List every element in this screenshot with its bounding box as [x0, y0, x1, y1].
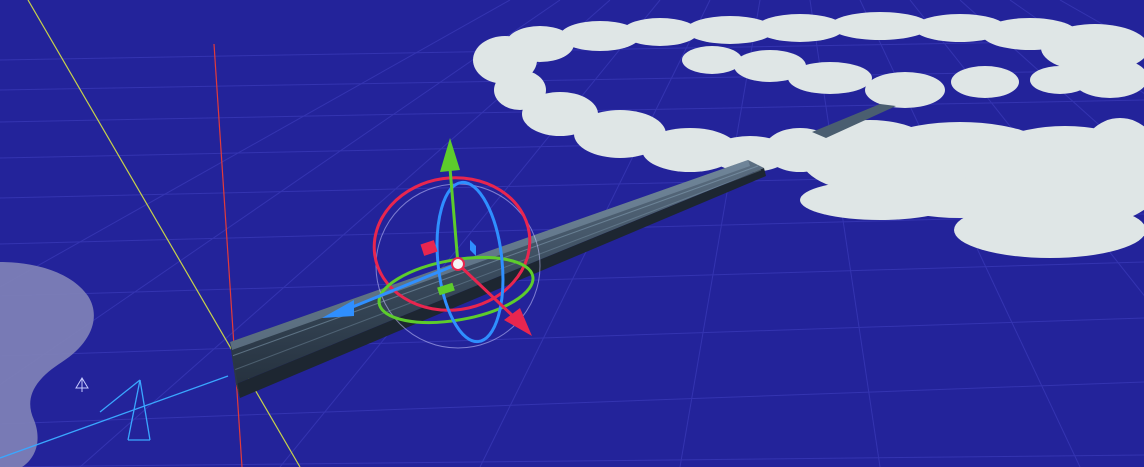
gizmo-x-axis[interactable]: [456, 262, 517, 320]
gizmo-plane-xz-handle[interactable]: [437, 282, 455, 296]
gizmo-x-arrow-icon[interactable]: [504, 308, 532, 336]
gizmo-z-axis[interactable]: [349, 262, 459, 310]
camera-icon[interactable]: [0, 375, 229, 459]
cloud-bank[interactable]: [473, 12, 1144, 258]
gizmo-rotate-y-ring[interactable]: [374, 247, 538, 333]
world-x-axis-line: [213, 43, 243, 467]
gizmo-pivot-handle[interactable]: [451, 257, 465, 271]
gizmo-y-arrow-icon[interactable]: [440, 138, 460, 172]
gizmo-rotate-z-ring[interactable]: [430, 179, 510, 345]
rail-track-far[interactable]: [812, 104, 896, 138]
gizmo-z-arrow-icon[interactable]: [322, 300, 354, 318]
gizmo-plane-xy-handle[interactable]: [420, 240, 438, 256]
gizmo-y-axis[interactable]: [448, 167, 460, 265]
transform-gizmo[interactable]: [322, 138, 541, 349]
gizmo-rotate-x-ring[interactable]: [366, 168, 539, 320]
rock-left[interactable]: [0, 262, 94, 467]
light-icon[interactable]: [75, 377, 89, 392]
gizmo-plane-yz-handle[interactable]: [470, 240, 476, 256]
